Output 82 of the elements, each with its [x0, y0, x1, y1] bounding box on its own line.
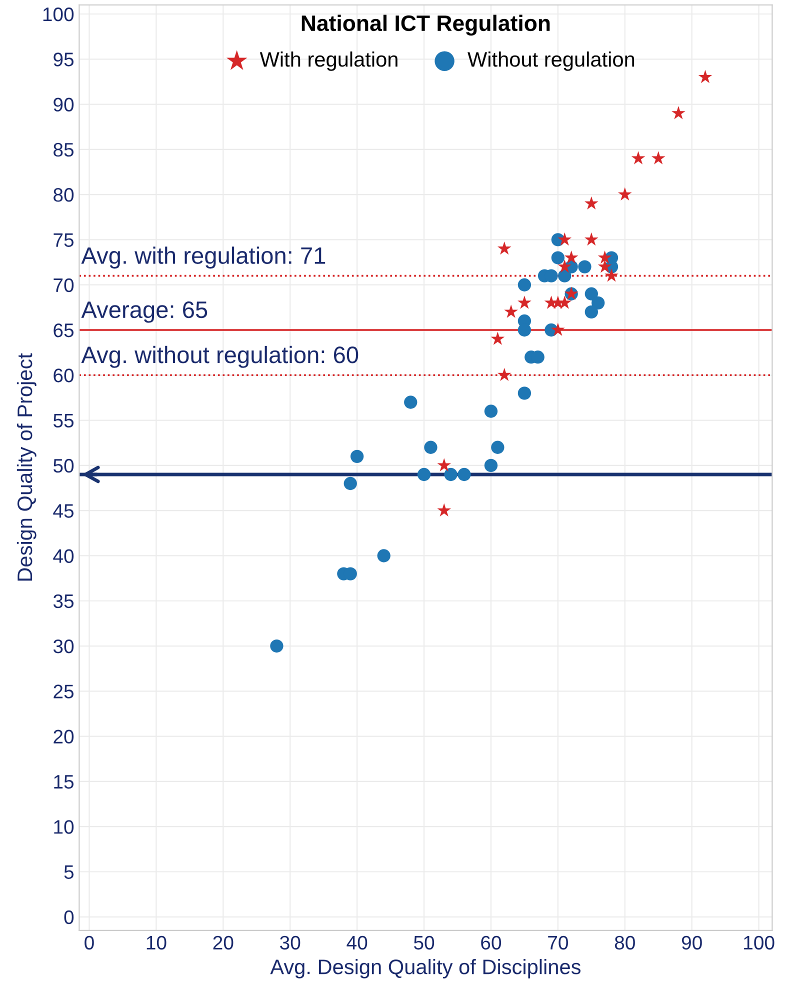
y-tick-label: 100	[43, 7, 74, 22]
x-tick-label: 80	[614, 936, 635, 950]
x-tick-label: 60	[481, 936, 502, 950]
x-tick-label: 50	[414, 936, 434, 950]
point	[437, 458, 452, 472]
point	[598, 260, 612, 273]
y-tick-label: 45	[53, 504, 74, 518]
y-tick-label: 0	[64, 910, 74, 924]
y-tick-label: 75	[54, 233, 74, 247]
ref-line-label: Avg. with regulation: 71	[81, 246, 326, 269]
x-tick-label: 90	[682, 936, 702, 950]
point	[558, 260, 572, 273]
y-tick-label: 30	[53, 639, 74, 654]
point	[558, 296, 572, 309]
ref-line-label: Average: 65	[81, 301, 208, 323]
legend-label: Without regulation	[468, 51, 634, 71]
point	[518, 278, 532, 292]
point	[698, 70, 712, 84]
chart-title: National ICT Regulation	[302, 14, 550, 36]
point	[444, 468, 458, 482]
y-tick-label: 80	[54, 188, 74, 202]
point	[558, 269, 572, 282]
y-tick-label: 60	[54, 368, 74, 382]
x-tick-label: 0	[84, 936, 94, 950]
point	[584, 196, 598, 210]
point	[490, 332, 505, 345]
point	[551, 322, 565, 336]
point	[270, 639, 284, 653]
point	[350, 450, 364, 464]
y-tick-label: 65	[54, 323, 74, 338]
x-tick-label: 20	[213, 936, 234, 950]
x-tick-label: 100	[744, 936, 774, 950]
point	[584, 287, 598, 300]
legend-label: With regulation	[260, 51, 398, 71]
point	[417, 468, 431, 482]
point	[592, 296, 605, 310]
point	[558, 232, 572, 246]
point	[458, 468, 471, 482]
point	[424, 440, 438, 454]
point	[484, 404, 498, 418]
y-tick-label: 90	[54, 98, 74, 112]
y-tick-label: 35	[53, 594, 74, 608]
point	[578, 260, 592, 274]
point	[497, 241, 512, 255]
x-tick-label: 70	[548, 936, 568, 950]
x-tick-label: 10	[146, 936, 166, 950]
point	[497, 368, 512, 382]
y-tick-label: 50	[53, 458, 74, 473]
y-tick-label: 70	[54, 278, 74, 292]
y-tick-label: 40	[53, 549, 74, 563]
point	[598, 250, 612, 264]
point	[631, 151, 646, 164]
y-tick-label: 20	[54, 730, 74, 744]
x-tick-label: 40	[346, 936, 368, 950]
y-tick-label: 10	[54, 820, 74, 834]
point	[564, 250, 578, 264]
y-tick-label: 5	[64, 865, 74, 879]
ref-line-label: Avg. without regulation: 60	[81, 346, 358, 368]
y-tick-label: 15	[54, 775, 74, 789]
point	[377, 549, 390, 562]
y-axis-title: Design Quality of Project	[16, 353, 36, 581]
point	[651, 151, 666, 164]
point	[518, 386, 532, 400]
point	[344, 476, 357, 490]
point	[484, 458, 498, 472]
point	[491, 440, 504, 454]
point	[672, 106, 686, 120]
point	[404, 396, 418, 409]
y-tick-label: 95	[54, 52, 74, 66]
point	[584, 232, 598, 246]
point	[618, 187, 632, 200]
point	[504, 304, 518, 318]
point	[518, 296, 532, 309]
x-tick-label: 30	[280, 936, 300, 950]
y-tick-label: 55	[53, 414, 74, 428]
point	[604, 268, 618, 282]
x-axis-title: Avg. Design Quality of Disciplines	[270, 958, 581, 978]
y-tick-label: 85	[54, 142, 74, 157]
point	[584, 305, 598, 319]
point	[551, 251, 565, 264]
y-tick-label: 25	[54, 684, 74, 698]
point	[437, 503, 452, 516]
